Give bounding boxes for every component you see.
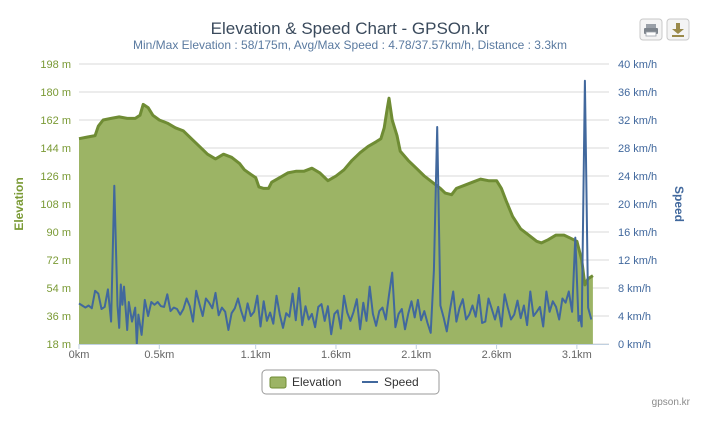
speed-line: [78, 79, 593, 345]
y-right-tick-label: 12 km/h: [618, 255, 657, 267]
y-left-tick-label: 126 m: [40, 171, 71, 183]
y-left-tick-label: 180 m: [40, 87, 71, 99]
elevation-line: [78, 96, 594, 287]
y-right-tick-label: 36 km/h: [618, 87, 657, 99]
y-left-tick-label: 54 m: [47, 283, 71, 295]
axes: 18 m 0 km/h 36 m 4 km/h 54 m 8 km/h 72 m 12 km/…: [40, 59, 657, 361]
y-left-tick-label: 90 m: [47, 227, 71, 239]
y-right-tick-label: 40 km/h: [618, 59, 657, 71]
y-right-tick-label: 4 km/h: [618, 311, 651, 323]
legend-item-speed[interactable]: Speed: [362, 375, 419, 389]
y-left-tick-label: 72 m: [47, 255, 71, 267]
legend-speed-label: Speed: [384, 375, 419, 389]
y-left-tick-label: 144 m: [40, 143, 71, 155]
chart-title: Elevation & Speed Chart - GPSOn.kr: [211, 19, 490, 38]
x-tick-label: 1.6km: [321, 349, 351, 361]
y-left-tick-label: 108 m: [40, 199, 71, 211]
legend-elevation-label: Elevation: [292, 375, 341, 389]
x-tick-label: 0km: [69, 349, 90, 361]
x-tick-label: 2.6km: [482, 349, 512, 361]
legend: Elevation Speed: [261, 369, 440, 395]
y-right-tick-label: 28 km/h: [618, 143, 657, 155]
export-button[interactable]: [666, 18, 690, 41]
x-tick-label: 1.1km: [241, 349, 271, 361]
y-right-tick-label: 16 km/h: [618, 227, 657, 239]
y-left-tick-label: 162 m: [40, 115, 71, 127]
x-tick-label: 0.5km: [144, 349, 174, 361]
y-right-tick-label: 20 km/h: [618, 199, 657, 211]
elevation-series: [78, 96, 594, 344]
x-tick-label: 3.1km: [562, 349, 592, 361]
y-right-tick-label: 0 km/h: [618, 339, 651, 351]
legend-item-elevation[interactable]: Elevation: [269, 375, 341, 389]
y-right-tick-label: 24 km/h: [618, 171, 657, 183]
y-right-tick-label: 8 km/h: [618, 283, 651, 295]
download-icon: [672, 23, 684, 37]
x-tick-label: 2.1km: [401, 349, 431, 361]
elevation-area: [79, 98, 593, 344]
y-left-tick-label: 18 m: [47, 339, 71, 351]
print-icon: [644, 24, 658, 37]
chart-credit[interactable]: gpson.kr: [652, 397, 691, 408]
legend-elevation-swatch: [269, 376, 287, 389]
speed-series: [78, 79, 593, 345]
y-axis-left-title: Elevation: [12, 177, 26, 230]
chart-subtitle: Min/Max Elevation : 58/175m, Avg/Max Spe…: [133, 38, 567, 52]
y-right-tick-label: 32 km/h: [618, 115, 657, 127]
y-left-tick-label: 198 m: [40, 59, 71, 71]
print-button[interactable]: [639, 18, 663, 41]
y-axis-right-title: Speed: [672, 186, 686, 222]
y-left-tick-label: 36 m: [47, 311, 71, 323]
